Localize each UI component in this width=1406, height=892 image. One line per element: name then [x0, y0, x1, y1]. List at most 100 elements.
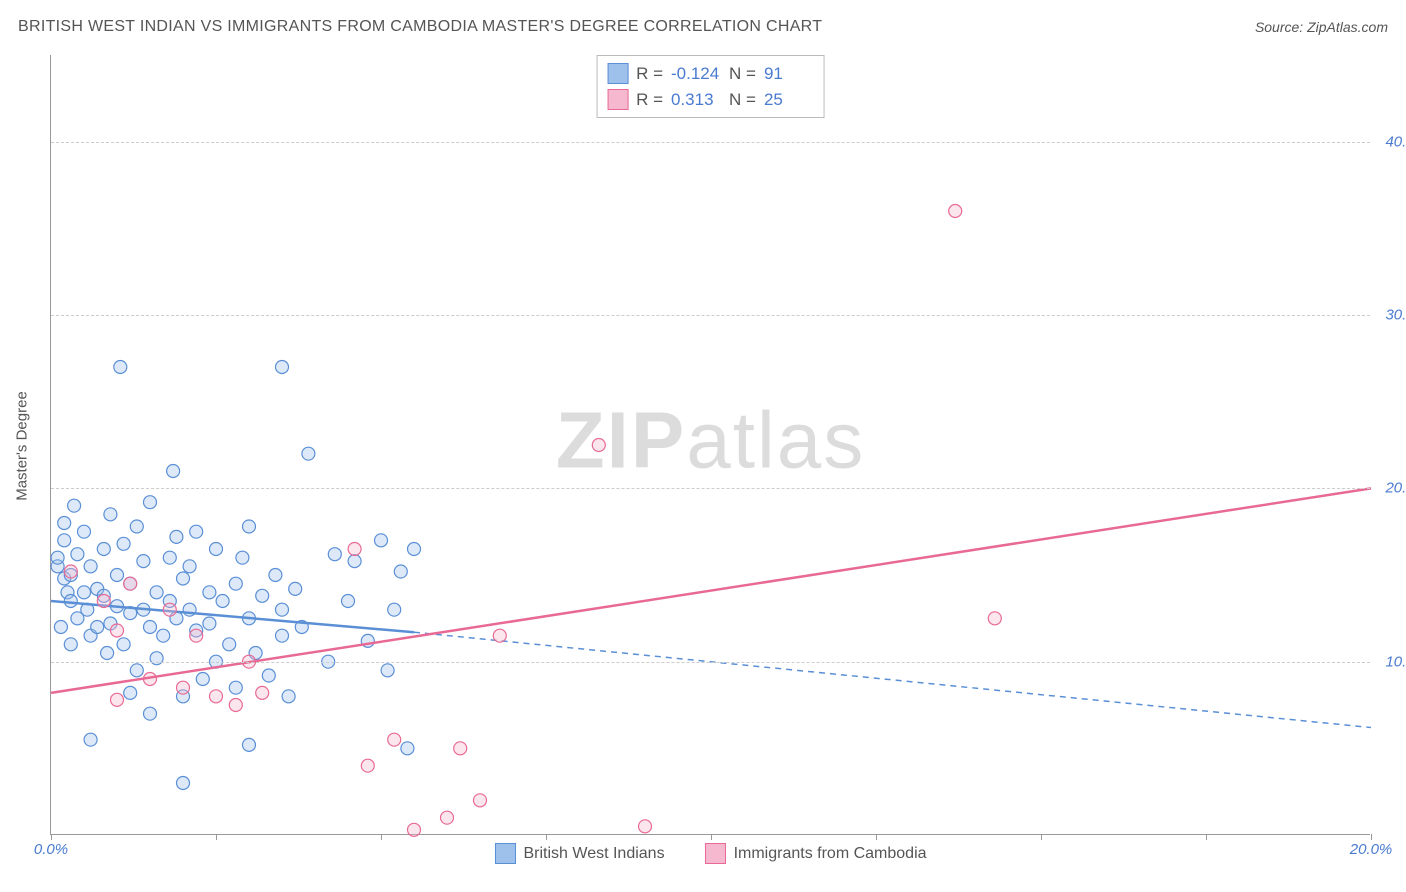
data-point-pink — [163, 603, 176, 616]
data-point-blue — [289, 582, 302, 595]
gridline-h — [51, 488, 1370, 489]
data-point-blue — [256, 589, 269, 602]
data-point-blue — [114, 361, 127, 374]
data-point-pink — [111, 624, 124, 637]
swatch-blue-icon — [494, 843, 515, 864]
data-point-blue — [262, 669, 275, 682]
n-value-pink: 25 — [764, 87, 814, 113]
legend-item-pink: Immigrants from Cambodia — [705, 843, 927, 864]
data-point-blue — [381, 664, 394, 677]
n-value-blue: 91 — [764, 61, 814, 87]
x-tick-label: 0.0% — [34, 841, 68, 858]
data-point-pink — [639, 820, 652, 833]
legend-stats-row-blue: R = -0.124 N = 91 — [607, 61, 814, 87]
swatch-pink — [607, 89, 628, 110]
data-point-blue — [117, 537, 130, 550]
data-point-blue — [144, 621, 157, 634]
data-point-blue — [408, 543, 421, 556]
data-point-blue — [190, 525, 203, 538]
data-point-blue — [203, 617, 216, 630]
data-point-blue — [302, 447, 315, 460]
plot-area: ZIPatlas R = -0.124 N = 91 R = 0.313 N =… — [50, 55, 1370, 835]
data-point-blue — [276, 629, 289, 642]
data-point-blue — [84, 560, 97, 573]
chart-title: BRITISH WEST INDIAN VS IMMIGRANTS FROM C… — [18, 18, 822, 36]
legend-label-pink: Immigrants from Cambodia — [734, 845, 927, 863]
data-point-pink — [592, 439, 605, 452]
data-point-blue — [64, 595, 77, 608]
data-point-pink — [177, 681, 190, 694]
legend-series: British West Indians Immigrants from Cam… — [494, 843, 926, 864]
data-point-blue — [196, 673, 209, 686]
gridline-h — [51, 315, 1370, 316]
data-point-pink — [493, 629, 506, 642]
data-point-blue — [236, 551, 249, 564]
scatter-svg — [51, 55, 1370, 834]
tick-x — [546, 834, 547, 840]
swatch-pink-icon — [705, 843, 726, 864]
n-label-blue: N = — [729, 61, 756, 87]
data-point-blue — [223, 638, 236, 651]
n-label-pink: N = — [729, 87, 756, 113]
gridline-h — [51, 142, 1370, 143]
r-label-blue: R = — [636, 61, 663, 87]
tick-x — [1206, 834, 1207, 840]
data-point-blue — [276, 361, 289, 374]
data-point-blue — [78, 586, 91, 599]
data-point-blue — [183, 560, 196, 573]
data-point-blue — [144, 496, 157, 509]
data-point-blue — [282, 690, 295, 703]
data-point-blue — [91, 621, 104, 634]
data-point-blue — [216, 595, 229, 608]
data-point-blue — [401, 742, 414, 755]
data-point-blue — [150, 652, 163, 665]
tick-x — [711, 834, 712, 840]
data-point-blue — [269, 569, 282, 582]
gridline-h — [51, 662, 1370, 663]
data-point-blue — [203, 586, 216, 599]
tick-x — [876, 834, 877, 840]
data-point-blue — [144, 707, 157, 720]
y-tick-label: 10.0% — [1385, 653, 1406, 670]
swatch-blue — [607, 63, 628, 84]
r-label-pink: R = — [636, 87, 663, 113]
data-point-blue — [210, 543, 223, 556]
data-point-blue — [150, 586, 163, 599]
data-point-pink — [388, 733, 401, 746]
data-point-blue — [177, 777, 190, 790]
data-point-blue — [276, 603, 289, 616]
y-tick-label: 30.0% — [1385, 307, 1406, 324]
legend-stats: R = -0.124 N = 91 R = 0.313 N = 25 — [596, 55, 825, 118]
data-point-blue — [54, 621, 67, 634]
data-point-pink — [111, 693, 124, 706]
data-point-blue — [157, 629, 170, 642]
data-point-blue — [167, 465, 180, 478]
tick-x — [1371, 834, 1372, 840]
data-point-blue — [170, 530, 183, 543]
data-point-pink — [256, 686, 269, 699]
y-tick-label: 20.0% — [1385, 480, 1406, 497]
data-point-pink — [210, 690, 223, 703]
data-point-blue — [130, 520, 143, 533]
data-point-blue — [111, 569, 124, 582]
y-tick-label: 40.0% — [1385, 133, 1406, 150]
legend-stats-row-pink: R = 0.313 N = 25 — [607, 87, 814, 113]
data-point-pink — [124, 577, 137, 590]
tick-x — [216, 834, 217, 840]
data-point-blue — [101, 647, 114, 660]
tick-x — [1041, 834, 1042, 840]
data-point-blue — [117, 638, 130, 651]
legend-item-blue: British West Indians — [494, 843, 664, 864]
legend-label-blue: British West Indians — [523, 845, 664, 863]
source-label: Source: ZipAtlas.com — [1255, 19, 1388, 35]
data-point-blue — [348, 555, 361, 568]
data-point-pink — [408, 823, 421, 836]
data-point-blue — [229, 577, 242, 590]
data-point-blue — [342, 595, 355, 608]
data-point-blue — [137, 555, 150, 568]
trend-line-blue-dashed — [414, 632, 1371, 727]
data-point-blue — [130, 664, 143, 677]
data-point-blue — [328, 548, 341, 561]
data-point-blue — [78, 525, 91, 538]
data-point-blue — [64, 638, 77, 651]
